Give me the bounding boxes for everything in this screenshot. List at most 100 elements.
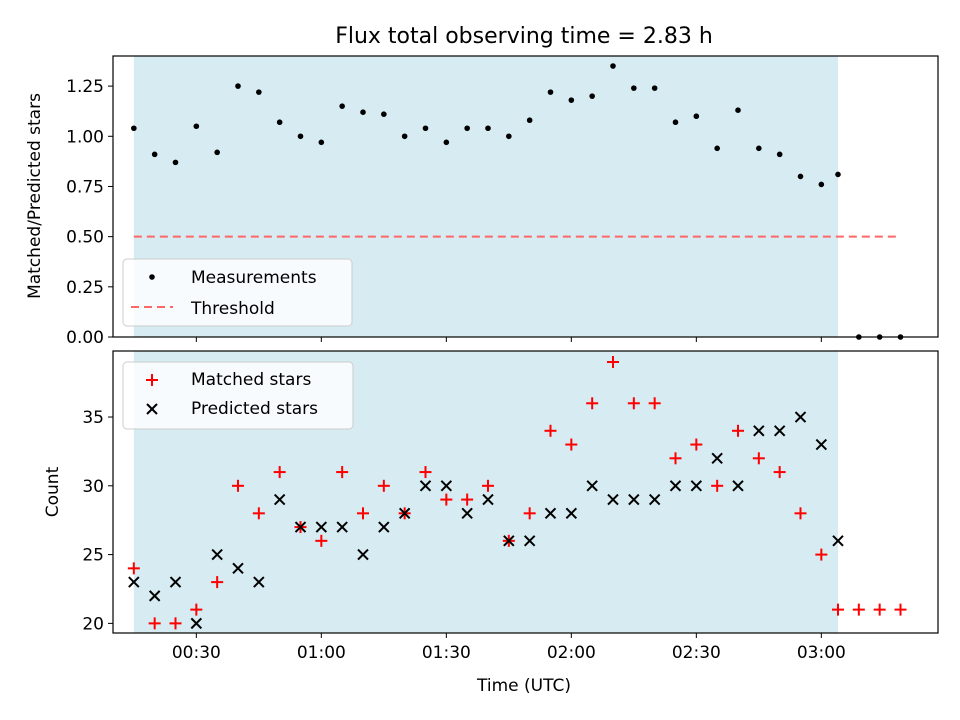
legend-matched-label: Matched stars	[191, 370, 311, 390]
predicted-star-point	[294, 521, 307, 533]
predicted-star-point	[773, 425, 786, 437]
measurement-point	[214, 149, 220, 156]
legend-measurements-marker	[149, 274, 155, 280]
legend-threshold-label: Threshold	[190, 299, 275, 319]
measurement-point	[256, 89, 262, 95]
predicted-star-point	[419, 480, 432, 492]
matched-star-point	[794, 507, 807, 520]
legend-predicted-marker	[146, 403, 158, 415]
matched-star-point	[669, 452, 682, 465]
matched-star-point	[336, 466, 349, 479]
x-tick-label: 02:00	[547, 643, 596, 663]
matched-star-point	[148, 617, 161, 630]
measurement-point	[610, 63, 616, 69]
measurement-point	[235, 83, 241, 89]
matched-star-point	[711, 479, 724, 492]
predicted-star-point	[711, 452, 723, 465]
predicted-star-point	[794, 411, 807, 423]
matched-star-point	[252, 507, 265, 520]
y-tick-label: 25	[82, 546, 104, 566]
y-tick-label: 30	[82, 477, 104, 497]
predicted-star-point	[586, 480, 598, 492]
matched-star-point	[852, 603, 865, 616]
top-axes-frame	[112, 55, 939, 338]
x-tick-label: 01:00	[297, 643, 346, 663]
legend-predicted-label: Predicted stars	[191, 399, 318, 419]
predicted-star-point	[753, 425, 765, 437]
predicted-star-point	[128, 576, 140, 588]
predicted-star-point	[732, 480, 744, 492]
matched-star-point	[315, 534, 328, 547]
measurement-point	[506, 133, 512, 140]
y-tick-label: 0.25	[66, 278, 104, 298]
top-y-axis-label: Matched/Predicted stars	[25, 93, 45, 299]
y-tick-label: 0.75	[66, 177, 104, 197]
measurement-point	[776, 151, 783, 158]
predicted-star-point	[832, 535, 844, 547]
y-tick-label: 20	[82, 614, 104, 634]
predicted-star-point	[690, 480, 703, 492]
x-axis-label: Time (UTC)	[476, 676, 571, 696]
measurement-point	[276, 119, 283, 126]
measurement-point	[756, 145, 762, 152]
measurement-point	[672, 119, 679, 126]
bottom-x-ticks: 00:30 01:00 01:30 02:00 02:30 03:00	[172, 633, 846, 663]
matched-star-point	[607, 356, 619, 369]
matched-star-point	[773, 466, 786, 479]
matched-star-point	[273, 466, 286, 479]
predicted-star-point	[523, 535, 536, 547]
predicted-star-point	[482, 493, 494, 506]
measurement-point	[651, 85, 658, 91]
measurement-point	[714, 145, 720, 152]
bottom-panel: Count Time (UTC) 20 25 30 35 00:30 01:00 01:3…	[43, 350, 939, 696]
matched-star-point	[461, 493, 474, 506]
measurement-point	[797, 173, 804, 180]
legend-matched-marker	[146, 374, 158, 386]
matched-star-point	[544, 424, 557, 437]
y-tick-label: 0.50	[66, 228, 104, 248]
matched-star-point	[815, 548, 828, 561]
measurement-point	[422, 125, 429, 132]
predicted-star-point	[211, 548, 223, 561]
measurement-point	[318, 139, 325, 146]
predicted-star-point	[669, 480, 682, 492]
matched-star-point	[565, 438, 578, 451]
chart-title: Flux total observing time = 2.83 h	[335, 24, 713, 49]
measurement-point	[526, 117, 533, 124]
measurement-point	[151, 151, 158, 158]
measurement-point	[693, 113, 700, 120]
predicted-star-point	[169, 576, 182, 588]
matched-star-point	[523, 507, 536, 520]
measurement-point	[339, 103, 345, 109]
matched-star-point	[873, 603, 886, 616]
predicted-star-point	[232, 562, 244, 575]
bottom-y-axis-label: Count	[43, 466, 63, 517]
measurement-point	[464, 125, 470, 132]
matched-star-point	[732, 424, 744, 437]
measurement-point	[589, 93, 595, 99]
matched-star-point	[232, 479, 244, 492]
predicted-star-point	[190, 617, 203, 630]
measurement-point	[735, 107, 741, 113]
matched-star-point	[377, 479, 390, 492]
measurement-point	[547, 89, 554, 95]
top-legend-box	[122, 258, 353, 327]
matched-star-point	[440, 493, 453, 506]
y-tick-label: 1.25	[66, 77, 104, 97]
legend-measurements-label: Measurements	[191, 268, 317, 288]
x-tick-label: 03:00	[797, 643, 846, 663]
measurement-point	[360, 109, 366, 115]
matched-star-point	[127, 562, 140, 575]
measurement-point	[631, 85, 637, 91]
matched-star-point	[627, 397, 640, 410]
top-y-ticks: 0.00 0.25 0.50 0.75 1.00 1.25	[66, 77, 113, 348]
measurement-point	[172, 159, 179, 166]
predicted-star-point	[148, 590, 161, 602]
matched-star-point	[419, 466, 432, 479]
predicted-star-point	[544, 507, 557, 520]
top-measurement-points	[131, 63, 904, 340]
bottom-axes-frame	[112, 350, 939, 634]
measurement-point	[131, 125, 137, 132]
predicted-star-point	[648, 493, 661, 506]
